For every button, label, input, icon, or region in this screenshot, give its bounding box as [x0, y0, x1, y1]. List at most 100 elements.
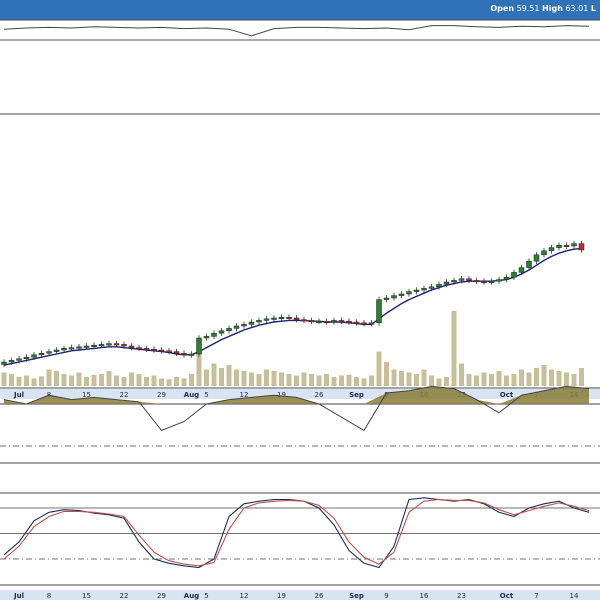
price-candle [451, 280, 457, 283]
price-candle [113, 343, 120, 346]
price-candle [241, 324, 247, 327]
volume-bar [279, 372, 284, 386]
volume-bar [504, 375, 509, 386]
price-candle [1, 361, 7, 365]
volume-bar [519, 369, 524, 386]
volume-bar [414, 374, 419, 386]
volume-bar [99, 374, 104, 386]
price-candle [286, 316, 292, 319]
volume-bar [54, 371, 59, 386]
volume-bar [24, 375, 29, 386]
volume-bar [151, 375, 157, 386]
price-candle [181, 352, 187, 356]
volume-bar [436, 378, 442, 386]
x-tick-label: Oct [500, 391, 514, 399]
price-candle [106, 343, 112, 346]
volume-bar [309, 374, 314, 386]
volume-bar [399, 371, 404, 386]
price-candle [503, 276, 510, 280]
x-axis-bar [0, 590, 600, 600]
volume-bar [564, 372, 569, 386]
x-tick-label: 26 [315, 592, 324, 600]
price-candle [83, 345, 90, 348]
x-tick-label: 22 [120, 391, 129, 399]
x-tick-label: 12 [240, 391, 249, 399]
x-tick-label: 12 [240, 592, 249, 600]
x-axis-bar [0, 389, 600, 399]
price-candle [338, 320, 345, 323]
volume-bar [451, 311, 457, 386]
volume-bar [556, 371, 562, 386]
volume-bar [271, 371, 277, 386]
volume-bar [526, 372, 532, 386]
volume-bar [384, 362, 389, 386]
x-tick-label: Sep [349, 391, 364, 399]
price-candle [458, 278, 465, 281]
volume-bar [159, 378, 164, 386]
price-candle [211, 332, 217, 337]
volume-bar [369, 375, 374, 386]
volume-bar [286, 374, 292, 386]
price-candle [8, 360, 15, 363]
volume-bar [31, 378, 37, 386]
price-candle [263, 318, 270, 321]
volume-bar [496, 371, 502, 386]
volume-bar [541, 365, 547, 386]
volume-bar [489, 374, 494, 386]
volume-bar [511, 374, 517, 386]
volume-bar [16, 377, 22, 386]
price-candle [473, 280, 480, 283]
volume-bar [571, 374, 577, 386]
price-candle [136, 347, 142, 350]
volume-bar [534, 368, 539, 386]
volume-bar [474, 375, 479, 386]
price-candle [556, 244, 562, 248]
price-candle [121, 344, 127, 347]
price-candle [256, 320, 262, 323]
volume-bar [91, 374, 97, 387]
price-candle [91, 344, 97, 347]
price-candle [158, 349, 165, 352]
volume-bar [241, 371, 247, 386]
price-candle [98, 344, 105, 347]
price-candle [406, 291, 412, 295]
top-indicator-line [3, 25, 590, 37]
volume-bar [114, 375, 119, 386]
volume-bar [376, 351, 382, 386]
volume-bar [316, 375, 322, 386]
more-label: L [590, 4, 596, 13]
x-tick-label: 9 [384, 592, 388, 600]
price-candle [368, 322, 375, 325]
price-candle [46, 351, 52, 354]
ohlc-readout: Open 59.51 High 63.01 L [490, 4, 596, 13]
price-candle [173, 351, 180, 354]
x-tick-label: 15 [82, 391, 91, 399]
volume-bar [181, 378, 187, 386]
price-candle [128, 345, 135, 348]
volume-bar [301, 372, 307, 386]
volume-bar [331, 377, 337, 386]
volume-bar [106, 371, 112, 386]
x-tick-label: Sep [349, 592, 364, 600]
price-candle [143, 348, 150, 351]
volume-bar [61, 374, 67, 386]
volume-bar [76, 372, 82, 386]
x-tick-label: 29 [157, 592, 166, 600]
volume-bar [391, 369, 397, 386]
open-value: 59.51 [516, 4, 540, 13]
volume-bar [174, 377, 179, 386]
price-candle [316, 320, 322, 323]
volume-bar [429, 375, 434, 386]
price-candle [271, 317, 277, 320]
price-candle [526, 260, 532, 268]
price-candle [166, 350, 172, 353]
volume-bar [204, 369, 209, 386]
price-candle [353, 321, 360, 324]
volume-bar [406, 372, 412, 386]
x-tick-label: Aug [184, 391, 199, 399]
volume-bar [354, 377, 359, 386]
volume-bar [219, 368, 224, 386]
price-candle [571, 243, 577, 247]
volume-bar [346, 374, 352, 387]
